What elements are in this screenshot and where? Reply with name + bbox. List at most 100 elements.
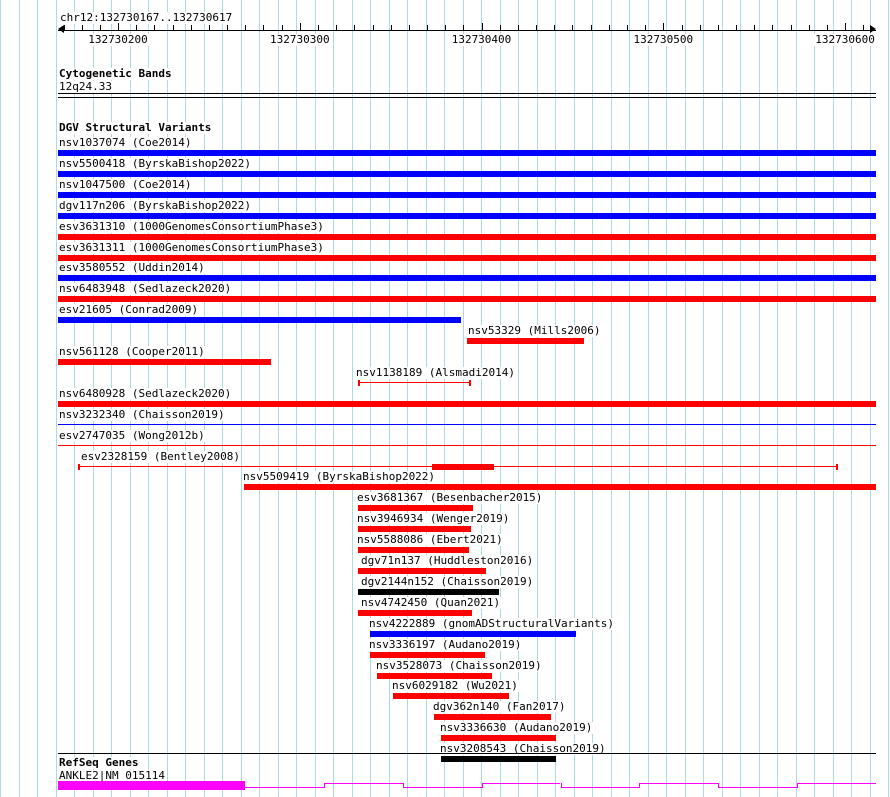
gene-intron [639,783,719,784]
ruler-tick [408,25,410,31]
variant-span-line[interactable] [358,382,471,383]
variant-label: esv2747035 (Wong2012b) [58,429,206,442]
cytoband-label: 12q24.33 [58,80,113,93]
variant-bar[interactable] [58,424,876,425]
arrow-right-icon[interactable] [870,25,876,33]
ruler-tick [299,23,301,31]
variant-span-cap-right [469,380,471,386]
variant-bar[interactable] [358,526,471,532]
variant-bar[interactable] [358,505,473,511]
ruler-tick [627,25,628,31]
ruler-tick-label: 132730400 [449,33,514,46]
ruler-tick [499,25,501,31]
ruler-tick [845,23,847,31]
section-title-refseq: RefSeq Genes [58,756,140,769]
arrow-left-icon[interactable] [58,25,64,33]
variant-bar[interactable] [432,464,494,470]
variant-bar[interactable] [434,714,551,720]
variant-bar[interactable] [358,610,472,616]
ruler-tick [208,25,210,31]
variant-label: esv3681367 (Besenbacher2015) [356,491,544,504]
variant-bar[interactable] [377,673,492,679]
variant-label: esv3631311 (1000GenomesConsortiumPhase3) [58,241,325,254]
ruler-tick [336,25,338,31]
ruler-tick [390,25,392,31]
variant-bar[interactable] [58,171,876,177]
variant-label: dgv2144n152 (Chaisson2019) [360,575,535,588]
gene-intron [560,787,640,788]
ruler-tick [536,25,538,31]
variant-bar[interactable] [441,735,556,741]
variant-bar[interactable] [358,589,499,595]
variant-label: nsv1047500 (Coe2014) [58,178,193,191]
variant-bar[interactable] [58,234,876,240]
variant-label: nsv3232340 (Chaisson2019) [58,408,226,421]
ruler-tick [245,25,247,31]
ruler-tick [281,25,283,31]
gene-intron [402,787,482,788]
variant-bar[interactable] [393,693,509,699]
section-divider [58,97,876,98]
variant-bar[interactable] [58,359,271,365]
variant-bar[interactable] [370,631,576,637]
variant-bar[interactable] [58,445,876,446]
variant-bar[interactable] [58,317,461,323]
variant-bar[interactable] [58,150,876,156]
variant-bar[interactable] [467,338,584,344]
variant-label: nsv4222889 (gnomADStructuralVariants) [368,617,616,630]
variant-label: nsv5509419 (ByrskaBishop2022) [242,470,437,483]
ruler-tick-label: 132730500 [631,33,696,46]
ruler-tick [790,25,792,31]
variant-label: dgv71n137 (Huddleston2016) [360,554,535,567]
variant-bar[interactable] [58,401,876,407]
ruler-tick [354,25,356,31]
ruler-tick [517,25,519,31]
gene-intron [481,783,561,784]
variant-label: nsv3528073 (Chaisson2019) [375,659,543,672]
ruler-tick [736,25,737,31]
variant-bar[interactable] [58,192,876,198]
locus-label: chr12:132730167..132730617 [59,11,234,24]
coordinate-ruler[interactable]: chr12:132730167..132730617 132730200 13273… [58,11,877,50]
variant-label: nsv3946934 (Wenger2019) [356,512,511,525]
ruler-tick [481,23,483,31]
ruler-axis [58,30,876,31]
variant-label: nsv6480928 (Sedlazeck2020) [58,387,233,400]
gene-intron-step [797,783,799,788]
variant-label: nsv1138189 (Alsmadi2014) [355,366,516,379]
gene-intron [245,787,324,788]
variant-label: nsv5500418 (ByrskaBishop2022) [58,157,253,170]
variant-span-cap-left [358,380,360,386]
variant-label: nsv5588086 (Ebert2021) [356,533,504,546]
section-title-dgv: DGV Structural Variants [58,121,213,134]
variant-bar[interactable] [58,255,876,261]
variant-label: nsv6483948 (Sedlazeck2020) [58,282,233,295]
variant-bar[interactable] [370,652,485,658]
ruler-tick [445,25,447,31]
variant-span-cap-right [836,464,838,470]
variant-bar[interactable] [58,296,876,302]
variant-bar[interactable] [58,275,876,281]
variant-bar[interactable] [358,568,486,574]
gene-intron-step [560,783,562,788]
ruler-tick [118,23,119,31]
gene-intron [323,783,403,784]
ruler-tick [154,25,156,31]
variant-label: esv3631310 (1000GenomesConsortiumPhase3) [58,220,325,233]
gene-exon[interactable] [58,781,245,790]
variant-label: nsv6029182 (Wu2021) [391,679,519,692]
variant-label: nsv53329 (Mills2006) [467,324,602,337]
variant-label: dgv362n140 (Fan2017) [432,700,567,713]
variant-label: nsv1037074 (Coe2014) [58,136,193,149]
ruler-tick [263,25,265,31]
variant-bar[interactable] [58,213,876,219]
ruler-tick [608,25,610,31]
section-title-cytogenetic-bands: Cytogenetic Bands [58,67,173,80]
variant-bar[interactable] [441,756,556,762]
ruler-tick [99,25,101,31]
ruler-tick [590,25,592,31]
variant-bar[interactable] [358,547,469,553]
ruler-tick [227,25,229,31]
ruler-tick-label: 132730600 [813,33,877,46]
variant-bar[interactable] [244,484,876,490]
